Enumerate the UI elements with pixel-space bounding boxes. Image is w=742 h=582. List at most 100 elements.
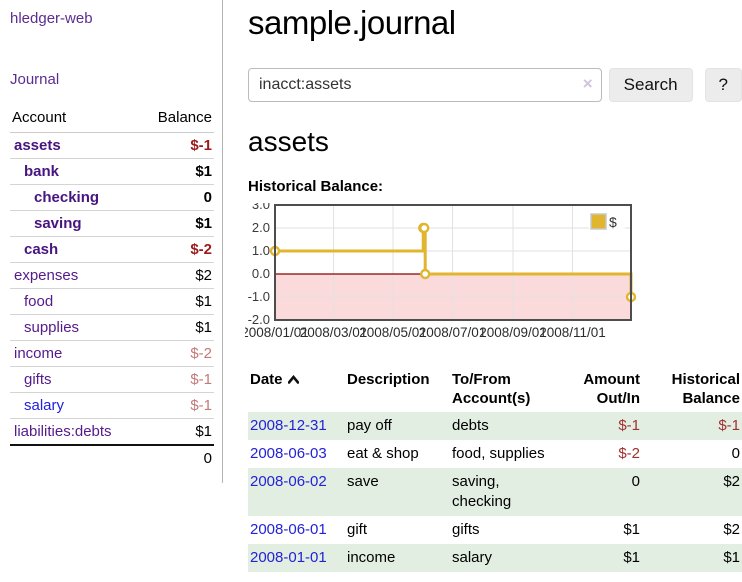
register-cell-accounts: salary [452, 549, 493, 566]
main-content: sample.journal × Search ? assets Histori… [241, 0, 742, 572]
register-cell-balance: 0 [731, 445, 740, 462]
accounts-table: Account Balance assets $-1 bank $1 checking 0… [10, 106, 214, 471]
accounts-total-value: 0 [203, 450, 212, 467]
register-cell-date: 2008-12-31 [248, 412, 345, 440]
register-table: Date Description To/From Account(s) Amou… [248, 368, 742, 572]
account-link-salary[interactable]: salary [24, 397, 65, 414]
account-row: assets $-1 [10, 132, 214, 159]
account-link-assets[interactable]: assets [14, 137, 61, 154]
register-cell-accounts: gifts [452, 521, 480, 538]
data-point-marker [419, 222, 430, 234]
account-balance: $1 [139, 158, 214, 185]
account-row: expenses $2 [10, 262, 214, 289]
account-row: checking 0 [10, 184, 214, 211]
search-button[interactable]: Search [608, 68, 693, 102]
accounts-header-balance: Balance [139, 106, 214, 133]
sidebar: hledger-web Journal Account Balance asse… [0, 0, 223, 483]
account-balance: $1 [139, 314, 214, 341]
app-title-link[interactable]: hledger-web [10, 10, 93, 27]
account-link-expenses[interactable]: expenses [14, 267, 79, 284]
account-heading: assets [248, 126, 329, 157]
register-header-accounts: To/From Account(s) [452, 371, 531, 407]
register-cell-balance: $2 [723, 521, 740, 538]
account-row: salary $-1 [10, 392, 214, 419]
register-cell-amount: $-2 [618, 445, 640, 462]
account-link-saving[interactable]: saving [34, 215, 82, 232]
register-cell-description: pay off [347, 417, 392, 434]
account-link-supplies[interactable]: supplies [24, 319, 80, 336]
transaction-date-link[interactable]: 2008-06-01 [250, 521, 327, 538]
transaction-date-link[interactable]: 2008-01-01 [250, 549, 327, 566]
sort-up-icon [287, 370, 299, 389]
account-row: supplies $1 [10, 314, 214, 341]
x-axis-tick-label: 2008/11/01 [539, 325, 606, 340]
clear-search-icon[interactable]: × [582, 74, 593, 93]
register-cell-description: income [347, 549, 396, 566]
account-balance: $1 [139, 210, 214, 237]
register-cell-balance: $2 [723, 473, 740, 490]
table-row[interactable]: 2008-01-01 income salary $1 $1 [248, 544, 742, 572]
y-axis-tick-label: 0.0 [252, 266, 270, 281]
search-form: × Search ? [248, 68, 742, 102]
transaction-date-link[interactable]: 2008-12-31 [250, 417, 327, 434]
account-balance: $1 [139, 418, 214, 446]
table-row[interactable]: 2008-12-31 pay off debts $-1 $-1 [248, 412, 742, 440]
register-cell-date: 2008-01-01 [248, 544, 345, 572]
account-row: income $-2 [10, 340, 214, 367]
register-cell-date: 2008-06-01 [248, 516, 345, 544]
register-header-description: Description [347, 371, 430, 388]
y-axis-tick-label: 1.0 [252, 243, 270, 258]
accounts-header-account: Account [10, 106, 140, 133]
account-balance: $-1 [139, 366, 214, 393]
account-row: food $1 [10, 288, 214, 315]
register-cell-accounts: saving, checking [452, 473, 512, 510]
table-row[interactable]: 2008-06-03 eat & shop food, supplies $-2 0 [248, 440, 742, 468]
register-cell-balance: $-1 [718, 417, 740, 434]
y-axis-tick-label: -2.0 [248, 312, 270, 327]
x-axis-tick-label: 2008/03/01 [300, 325, 368, 340]
register-cell-description: gift [347, 521, 368, 538]
x-axis-tick-label: 2008/09/01 [479, 325, 547, 340]
account-link-liabilities-debts[interactable]: liabilities:debts [14, 423, 112, 440]
sidebar-item-journal[interactable]: Journal [10, 71, 60, 88]
y-axis-tick-label: 3.0 [252, 203, 270, 212]
account-row: bank $1 [10, 158, 214, 185]
account-row: cash $-2 [10, 236, 214, 263]
register-cell-description: eat & shop [347, 445, 419, 462]
register-header-balance: Historical Balance [671, 371, 740, 407]
chart-border [274, 204, 632, 321]
account-balance: $2 [139, 262, 214, 289]
register-cell-amount: 0 [631, 473, 640, 490]
transaction-date-link[interactable]: 2008-06-02 [250, 473, 327, 490]
data-point-marker [420, 268, 431, 280]
account-balance: $-2 [139, 340, 214, 367]
register-cell-description: save [347, 473, 379, 490]
account-balance: $-2 [139, 236, 214, 263]
search-input[interactable] [248, 68, 602, 102]
chart-legend: $ [589, 212, 625, 232]
table-row[interactable]: 2008-06-02 save saving, checking 0 $2 [248, 468, 742, 516]
account-link-income[interactable]: income [14, 345, 63, 362]
register-cell-date: 2008-06-03 [248, 440, 345, 468]
account-link-bank[interactable]: bank [24, 163, 60, 180]
register-header-date[interactable]: Date [248, 368, 345, 412]
account-row: liabilities:debts $1 [10, 418, 214, 446]
register-cell-balance: $1 [723, 549, 740, 566]
help-button[interactable]: ? [704, 68, 742, 102]
x-axis-tick-label: 2008/07/01 [419, 325, 487, 340]
register-cell-amount: $1 [623, 549, 640, 566]
register-cell-date: 2008-06-02 [248, 468, 345, 516]
account-link-gifts[interactable]: gifts [24, 371, 52, 388]
legend-swatch [590, 213, 607, 230]
historical-balance-chart[interactable]: $3.0 2.0 1.0 0.0 -1.0 -2.0 2008/01/01 2008/03/0… [241, 197, 742, 352]
x-axis-tick-label: 2008/01/01 [245, 325, 309, 340]
account-balance: $-1 [139, 132, 214, 159]
account-link-food[interactable]: food [24, 293, 54, 310]
account-link-cash[interactable]: cash [24, 241, 59, 258]
table-row[interactable]: 2008-06-01 gift gifts $1 $2 [248, 516, 742, 544]
y-axis-tick-label: -1.0 [248, 289, 270, 304]
account-link-checking[interactable]: checking [34, 189, 100, 206]
page-title: sample.journal [248, 4, 456, 41]
transaction-date-link[interactable]: 2008-06-03 [250, 445, 327, 462]
accounts-total-row: 0 [10, 445, 214, 471]
